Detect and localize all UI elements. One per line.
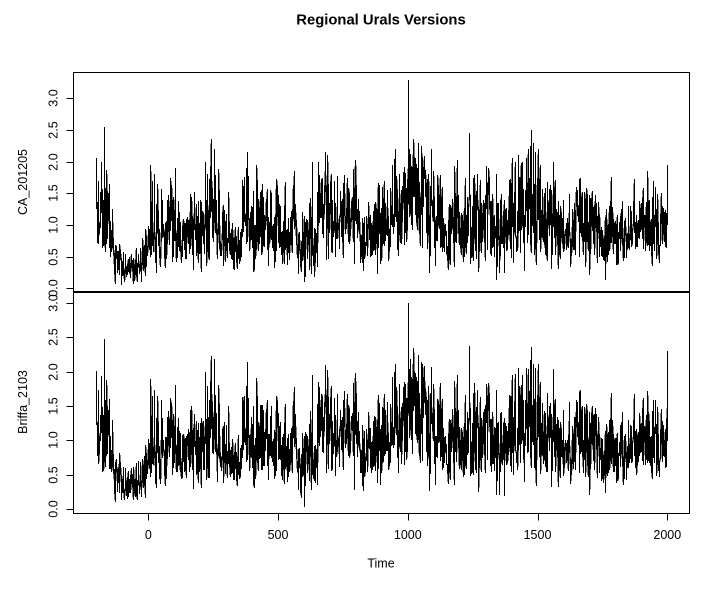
svg-text:1500: 1500 — [524, 528, 552, 542]
svg-text:Briffa_2103: Briffa_2103 — [16, 370, 30, 434]
svg-text:0: 0 — [145, 528, 152, 542]
svg-text:1.5: 1.5 — [47, 184, 61, 201]
svg-text:500: 500 — [268, 528, 289, 542]
svg-text:2.0: 2.0 — [47, 153, 61, 170]
svg-text:0.5: 0.5 — [47, 466, 61, 483]
svg-text:1.0: 1.0 — [47, 216, 61, 233]
svg-text:Regional Urals Versions: Regional Urals Versions — [296, 13, 465, 29]
svg-text:2.5: 2.5 — [47, 121, 61, 138]
svg-text:0.0: 0.0 — [47, 279, 61, 296]
svg-text:1.0: 1.0 — [47, 431, 61, 448]
svg-text:1000: 1000 — [394, 528, 422, 542]
svg-text:3.0: 3.0 — [47, 89, 61, 106]
svg-text:2.0: 2.0 — [47, 363, 61, 380]
svg-text:0.0: 0.0 — [47, 500, 61, 517]
svg-text:3.0: 3.0 — [47, 294, 61, 311]
svg-text:1.5: 1.5 — [47, 397, 61, 414]
svg-text:2.5: 2.5 — [47, 328, 61, 345]
svg-text:2000: 2000 — [653, 528, 681, 542]
svg-text:0.5: 0.5 — [47, 248, 61, 265]
svg-text:Time: Time — [367, 557, 394, 571]
svg-text:CA_201205: CA_201205 — [16, 149, 30, 215]
